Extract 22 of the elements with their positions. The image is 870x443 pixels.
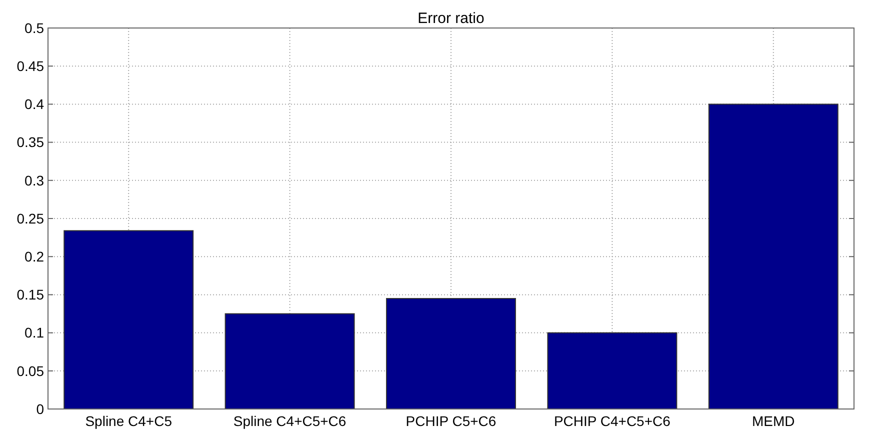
- y-tick-label: 0.15: [16, 286, 44, 303]
- x-tick-label: MEMD: [752, 413, 795, 429]
- bar: [708, 104, 838, 410]
- bar: [224, 313, 355, 410]
- y-tick-label: 0: [36, 400, 44, 417]
- chart-title: Error ratio: [418, 10, 484, 27]
- y-tick-label: 0.45: [16, 58, 44, 74]
- y-tick-label: 0.4: [24, 96, 44, 112]
- y-tick-label: 0.5: [24, 20, 44, 36]
- x-tick-label: Spline C4+C5+C6: [233, 413, 346, 429]
- bar: [64, 230, 194, 410]
- y-tick-label: 0.3: [24, 172, 44, 188]
- y-tick-label: 0.1: [24, 324, 44, 341]
- x-tick-label: PCHIP C5+C6: [406, 413, 496, 429]
- x-tick-label: PCHIP C4+C5+C6: [554, 413, 671, 429]
- y-tick-label: 0.25: [16, 210, 44, 226]
- y-tick-label: 0.05: [16, 362, 44, 379]
- y-tick-label: 0.2: [24, 248, 44, 264]
- bar: [547, 332, 678, 410]
- x-tick-label: Spline C4+C5: [85, 413, 172, 429]
- bar: [386, 298, 516, 410]
- y-tick-label: 0.35: [16, 134, 44, 150]
